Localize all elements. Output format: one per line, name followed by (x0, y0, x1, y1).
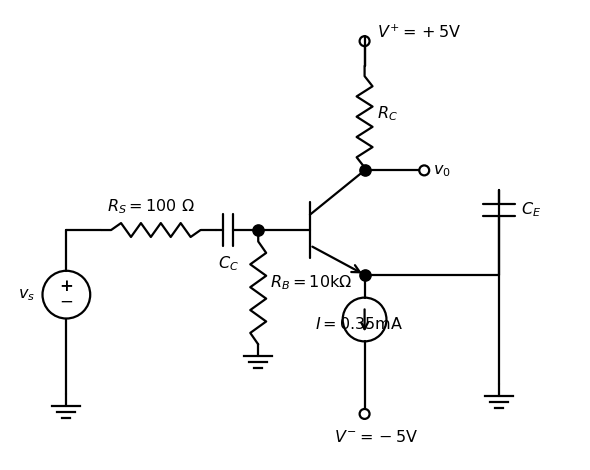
Text: $I = 0.35\mathrm{mA}$: $I = 0.35\mathrm{mA}$ (315, 316, 403, 333)
Text: $C_E$: $C_E$ (520, 201, 541, 219)
Text: $V^{+} = +5\mathrm{V}$: $V^{+} = +5\mathrm{V}$ (376, 24, 461, 42)
Text: $R_S = 100\ \Omega$: $R_S = 100\ \Omega$ (107, 197, 195, 216)
Text: $R_B = 10\mathrm{k}\Omega$: $R_B = 10\mathrm{k}\Omega$ (270, 273, 352, 291)
Text: $V^{-} = -5\mathrm{V}$: $V^{-} = -5\mathrm{V}$ (335, 429, 419, 446)
Text: $R_C$: $R_C$ (376, 104, 398, 123)
Text: −: − (60, 294, 73, 311)
Text: $C_C$: $C_C$ (218, 254, 239, 273)
Text: $v_s$: $v_s$ (18, 286, 35, 303)
Text: +: + (60, 278, 73, 295)
Text: $v_0$: $v_0$ (433, 162, 451, 179)
